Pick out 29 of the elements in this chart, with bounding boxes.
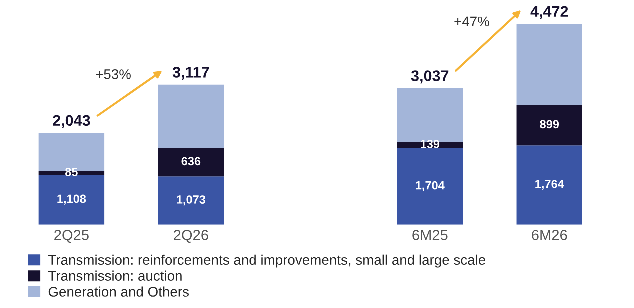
annotation: +47% [454,16,490,27]
total-label: 3,117 [172,67,210,80]
bar [516,24,582,106]
data-label: 1,108 [58,194,86,205]
bar [516,146,582,225]
data-label: 1,073 [177,196,206,206]
data-label: 139 [421,140,440,148]
data-label: 1,764 [536,180,564,190]
x-tick-label: 2Q25 [54,230,89,244]
data-label: 636 [182,157,201,166]
bar [158,176,224,225]
bar [158,84,224,148]
legend-label: Transmission: reinforcements and improvements, small and large scale [48,254,486,268]
bar [158,148,224,177]
bar [516,105,582,146]
legend-label: Transmission: auction [48,270,182,281]
x-tick-label: 6M25 [412,230,448,240]
total-label: 3,037 [411,70,449,84]
bar [397,148,464,225]
x-tick-label: 2Q26 [174,230,208,244]
data-label: 1,704 [416,181,445,192]
x-tick-label: 6M26 [532,230,568,240]
total-label: 4,472 [530,6,568,20]
bar [38,175,105,225]
annotation: +53% [96,70,131,80]
data-label: 899 [540,120,560,129]
total-label: 2,043 [53,115,90,128]
legend-label: Generation and Others [48,286,189,297]
bar [397,142,464,148]
